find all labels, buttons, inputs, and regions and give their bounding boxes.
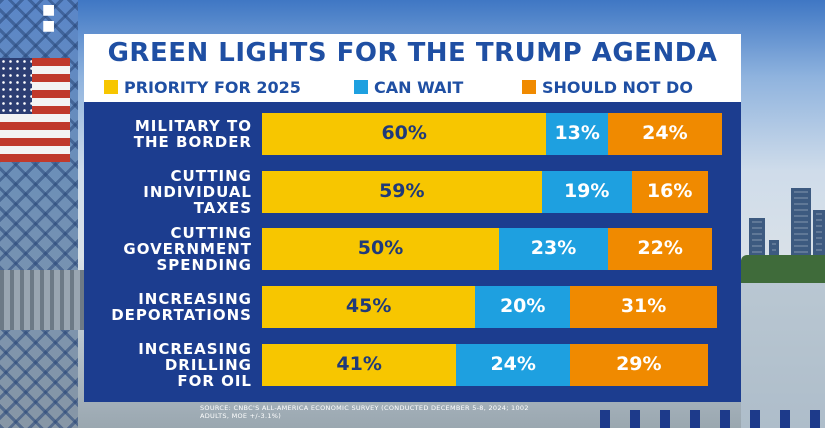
bar-value-label: 59% bbox=[379, 180, 425, 202]
row-label-line: TAXES bbox=[193, 199, 252, 217]
legend-swatch bbox=[522, 80, 536, 94]
bar-value-label: 23% bbox=[530, 237, 577, 259]
row-label-line: DRILLING bbox=[164, 356, 252, 374]
bar-value-label: 24% bbox=[490, 353, 536, 375]
chart-title: GREEN LIGHTS FOR THE TRUMP AGENDA bbox=[107, 38, 718, 68]
bar-segment bbox=[262, 228, 499, 270]
river bbox=[741, 283, 825, 428]
bar-value-label: 41% bbox=[336, 353, 382, 375]
bar-segment bbox=[631, 171, 708, 213]
row-label: MILITARY TO THE BORDER bbox=[84, 107, 252, 161]
bottom-graphic bbox=[600, 410, 825, 428]
tree-line bbox=[741, 255, 825, 283]
legend-item: SHOULD NOT DO bbox=[522, 76, 693, 98]
bar-value-label: 19% bbox=[563, 180, 610, 202]
bar-value-label: 31% bbox=[620, 295, 667, 317]
bar-segment bbox=[262, 171, 542, 213]
bar-value-label: 22% bbox=[637, 237, 683, 259]
chart-plot-area: MILITARY TO THE BORDER 60% 13% 24% CUTTING IND… bbox=[84, 102, 741, 402]
chart-legend: PRIORITY FOR 2025 CAN WAIT SHOULD NOT DO bbox=[84, 76, 741, 98]
bar-segment bbox=[608, 228, 713, 270]
bar-segment bbox=[546, 113, 608, 155]
bar-segment bbox=[456, 344, 571, 386]
legend-swatch bbox=[104, 80, 118, 94]
row-label: CUTTING INDIVIDUAL TAXES bbox=[84, 165, 252, 219]
bar-value-label: 13% bbox=[554, 122, 600, 144]
bridge-deck bbox=[0, 270, 84, 330]
bar-value-label: 29% bbox=[616, 353, 662, 375]
row-label-line: MILITARY TO bbox=[134, 117, 252, 135]
row-label-line: CUTTING bbox=[170, 167, 252, 185]
bar-value-label: 16% bbox=[646, 180, 693, 202]
bar-value-label: 24% bbox=[642, 122, 688, 144]
tower-lights: ■ ■ bbox=[42, 2, 62, 34]
legend-swatch bbox=[354, 80, 368, 94]
bar-value-label: 20% bbox=[499, 295, 546, 317]
bar-segment bbox=[608, 113, 722, 155]
bar-value-label: 50% bbox=[357, 237, 404, 259]
legend-label: SHOULD NOT DO bbox=[542, 77, 693, 97]
bar-segment bbox=[475, 286, 571, 328]
row-label-line: THE BORDER bbox=[133, 133, 252, 151]
row-label: INCREASING DEPORTATIONS bbox=[84, 280, 252, 334]
row-label-line: SPENDING bbox=[156, 256, 252, 274]
bar-value-label: 60% bbox=[381, 122, 427, 144]
bar-segment bbox=[262, 344, 457, 386]
chart-panel: GREEN LIGHTS FOR THE TRUMP AGENDA PRIORI… bbox=[84, 34, 741, 402]
title-box: GREEN LIGHTS FOR THE TRUMP AGENDA PRIORI… bbox=[84, 34, 741, 102]
bar-segment bbox=[570, 344, 708, 386]
bar-segment bbox=[499, 228, 609, 270]
row-label-line: CUTTING bbox=[170, 224, 252, 242]
row-label-line: INDIVIDUAL bbox=[143, 183, 252, 201]
legend-item: CAN WAIT bbox=[354, 76, 463, 98]
bar-segment bbox=[262, 286, 476, 328]
bar-segment bbox=[262, 113, 547, 155]
row-label-line: INCREASING bbox=[138, 290, 252, 308]
bar-segment bbox=[541, 171, 632, 213]
row-label-line: GOVERNMENT bbox=[123, 240, 252, 258]
row-label-line: FOR OIL bbox=[177, 372, 252, 390]
legend-label: CAN WAIT bbox=[374, 77, 464, 97]
bar-segment bbox=[570, 286, 718, 328]
row-label-line: DEPORTATIONS bbox=[111, 306, 252, 324]
row-label: INCREASING DRILLING FOR OIL bbox=[84, 338, 252, 392]
row-label-line: INCREASING bbox=[138, 340, 252, 358]
legend-item: PRIORITY FOR 2025 bbox=[104, 76, 301, 98]
source-note: SOURCE: CNBC'S ALL-AMERICA ECONOMIC SURV… bbox=[200, 404, 529, 420]
bar-value-label: 45% bbox=[345, 295, 392, 317]
row-label: CUTTING GOVERNMENT SPENDING bbox=[84, 222, 252, 276]
american-flag bbox=[0, 58, 70, 162]
legend-label: PRIORITY FOR 2025 bbox=[124, 77, 301, 97]
